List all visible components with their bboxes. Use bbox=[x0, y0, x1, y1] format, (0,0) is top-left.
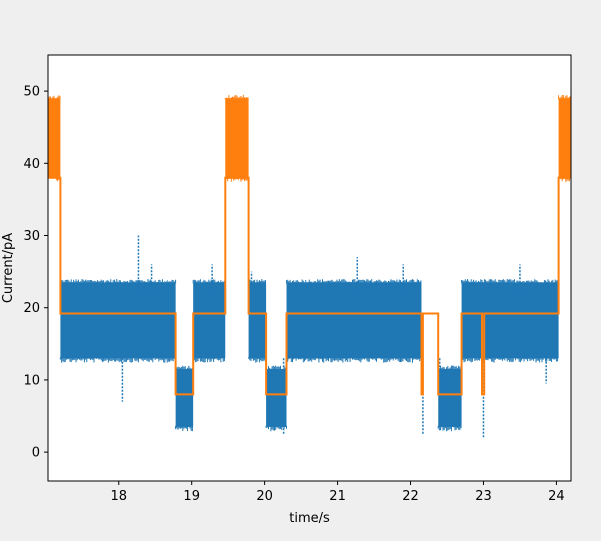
x-tick-label: 24 bbox=[548, 489, 565, 504]
x-tick-label: 22 bbox=[402, 489, 419, 504]
series-1-segment-2 bbox=[558, 95, 571, 183]
series-band bbox=[225, 98, 249, 178]
y-axis: 0 10 20 30 40 50 bbox=[23, 85, 48, 461]
series-band bbox=[60, 282, 176, 359]
plot-layer bbox=[48, 94, 571, 438]
x-tick-label: 20 bbox=[256, 489, 273, 504]
series-band bbox=[266, 369, 287, 427]
y-axis-label: Current/pA bbox=[1, 233, 16, 303]
y-tick-label: 20 bbox=[23, 301, 40, 316]
series-0-segment-0 bbox=[59, 279, 177, 363]
series-band bbox=[286, 282, 422, 359]
plot-area bbox=[48, 55, 571, 481]
x-axis-label: time/s bbox=[289, 511, 330, 526]
series-0-segment-7 bbox=[461, 279, 559, 363]
series-noise-edge bbox=[461, 279, 559, 363]
series-noise-edge bbox=[286, 279, 422, 363]
series-band bbox=[193, 282, 226, 359]
x-tick-label: 21 bbox=[329, 489, 346, 504]
series-band bbox=[558, 98, 571, 178]
x-tick-label: 19 bbox=[183, 489, 200, 504]
y-tick-label: 0 bbox=[32, 446, 40, 461]
series-band bbox=[48, 98, 61, 178]
series-band bbox=[248, 282, 267, 359]
series-0-segment-1 bbox=[175, 365, 194, 432]
x-axis: 18 19 20 21 22 23 24 bbox=[110, 481, 565, 504]
y-tick-label: 30 bbox=[23, 229, 40, 244]
series-0 bbox=[59, 235, 559, 438]
x-tick-label: 23 bbox=[475, 489, 492, 504]
series-1-segment-1 bbox=[224, 94, 249, 182]
y-tick-label: 40 bbox=[23, 157, 40, 172]
series-band bbox=[438, 369, 462, 427]
series-0-segment-2 bbox=[192, 279, 226, 363]
fit-step-line bbox=[48, 176, 571, 396]
y-tick-label: 50 bbox=[23, 85, 40, 100]
series-band bbox=[461, 282, 559, 359]
series-1-segment-0 bbox=[48, 95, 61, 182]
series-band bbox=[175, 369, 194, 427]
x-tick-label: 18 bbox=[110, 489, 127, 504]
series-0-segment-6 bbox=[437, 365, 462, 432]
series-1 bbox=[48, 94, 571, 183]
series-0-segment-5 bbox=[286, 279, 422, 363]
series-noise-edge bbox=[192, 279, 225, 363]
axes-frame bbox=[47, 54, 572, 482]
y-tick-label: 10 bbox=[23, 373, 40, 388]
series-2 bbox=[48, 176, 571, 396]
